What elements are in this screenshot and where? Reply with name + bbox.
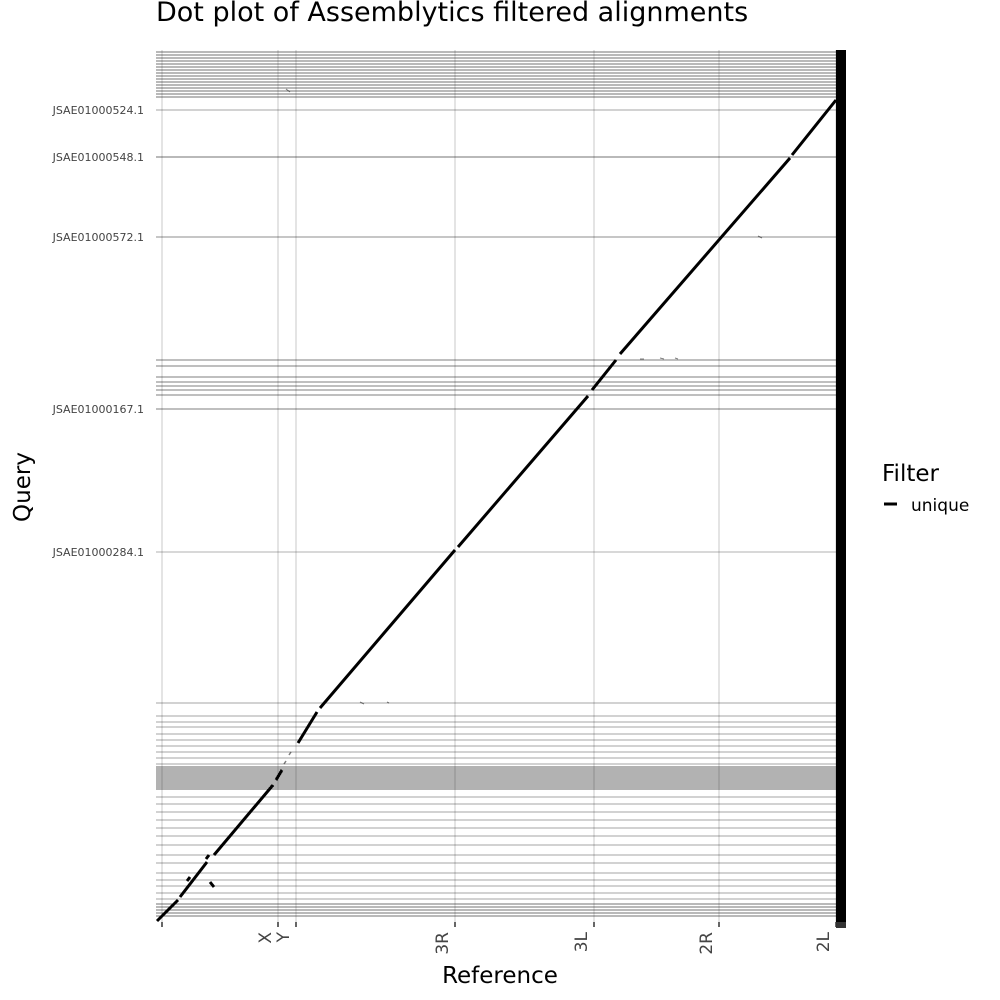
alignment-segment-unique xyxy=(274,769,284,781)
x-axis-end-marker xyxy=(836,922,846,928)
legend-title: Filter xyxy=(882,461,940,487)
x-tick-label: 2R xyxy=(697,932,717,955)
alignment-segment-minor xyxy=(386,701,390,704)
y-tick-label: JSAE01000284.1 xyxy=(52,546,144,559)
y-tick-label: JSAE01000167.1 xyxy=(52,403,144,416)
y-tick-label: JSAE01000524.1 xyxy=(52,104,144,117)
legend: Filter unique xyxy=(882,461,969,516)
alignment-segment-minor xyxy=(288,751,292,756)
x-tick-label: 3R xyxy=(433,932,453,955)
legend-label-unique: unique xyxy=(911,496,969,516)
right-edge-alignment-band xyxy=(836,50,846,922)
y-tick-label: JSAE01000572.1 xyxy=(52,231,144,244)
x-axis-title: Reference xyxy=(442,963,558,989)
alignment-segment-unique xyxy=(456,395,590,548)
alignment-segments xyxy=(155,88,838,923)
plot-background xyxy=(156,50,846,922)
alignment-segment-unique xyxy=(590,359,618,391)
alignment-segment-unique xyxy=(296,711,319,744)
plot-area xyxy=(155,50,846,928)
y-axis-title: Query xyxy=(10,452,36,522)
alignment-segment-minor xyxy=(757,235,763,239)
x-tick-label: 2L xyxy=(814,931,834,952)
alignment-segment-minor xyxy=(208,881,216,888)
alignment-segment-unique xyxy=(178,861,209,898)
alignment-segment-unique xyxy=(618,157,792,355)
x-axis-tick-labels: XY 3R 3L 2R 2L xyxy=(161,922,837,955)
x-tick-label: 3L xyxy=(572,931,592,952)
chart-title: Dot plot of Assemblytics filtered alignm… xyxy=(156,0,748,28)
alignment-segment-minor xyxy=(359,701,365,705)
y-tick-label: JSAE01000548.1 xyxy=(52,151,144,164)
x-tick-label: X xyxy=(256,932,276,944)
alignment-segment-minor xyxy=(204,854,211,860)
alignment-segment-unique xyxy=(318,549,457,709)
alignment-segment-unique xyxy=(212,784,275,856)
alignment-segment-minor xyxy=(283,760,287,765)
x-tick-label: Y xyxy=(274,931,294,943)
alignment-segment-unique xyxy=(790,99,838,156)
y-axis-tick-labels: JSAE01000524.1 JSAE01000548.1 JSAE01000572… xyxy=(52,104,144,559)
alignment-segment-unique xyxy=(155,898,180,923)
alignment-segment-minor xyxy=(185,876,192,882)
alignment-segment-minor xyxy=(674,357,679,360)
alignment-segment-minor xyxy=(285,88,291,93)
alignment-segment-minor xyxy=(659,357,665,360)
horizontal-gridlines xyxy=(156,51,836,917)
